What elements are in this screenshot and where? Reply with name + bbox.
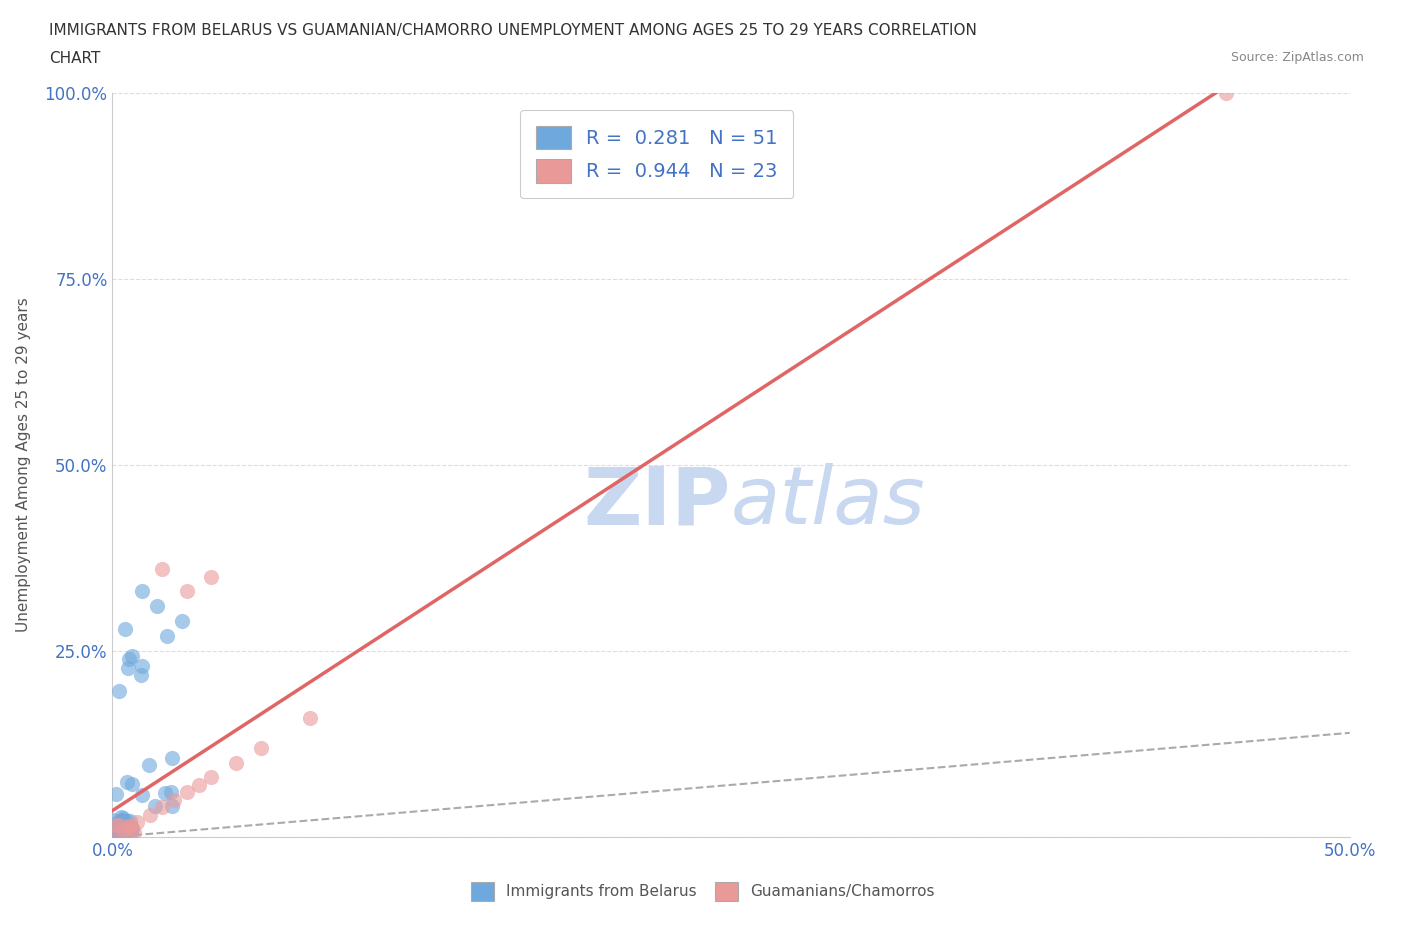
Point: [120, 818, 142, 833]
Y-axis label: Unemployment Among Ages 25 to 29 years: Unemployment Among Ages 25 to 29 years: [15, 298, 31, 632]
Point: [103, 829, 125, 844]
Point: [105, 816, 128, 830]
Point: [120, 820, 142, 835]
Point: [114, 822, 136, 837]
Point: [120, 826, 142, 841]
Point: [117, 814, 139, 829]
Point: [121, 821, 143, 836]
Point: [111, 823, 134, 838]
Point: [160, 751, 183, 765]
Point: [1215, 86, 1237, 100]
Legend: R =  0.281   N = 51, R =  0.944   N = 23: R = 0.281 N = 51, R = 0.944 N = 23: [520, 110, 793, 198]
Point: [112, 823, 135, 838]
Point: [150, 562, 173, 577]
Point: [114, 621, 136, 636]
Point: [118, 818, 141, 833]
Point: [103, 821, 125, 836]
Point: [101, 813, 124, 828]
Point: [112, 820, 135, 835]
Text: CHART: CHART: [49, 51, 101, 66]
Point: [121, 820, 143, 835]
Point: [188, 777, 211, 792]
Point: [120, 820, 142, 835]
Point: [105, 820, 128, 835]
Point: [115, 775, 138, 790]
Point: [108, 815, 131, 830]
Point: [104, 830, 127, 844]
Point: [105, 817, 128, 832]
Point: [117, 818, 139, 833]
Point: [108, 817, 131, 832]
Point: [121, 648, 143, 663]
Point: [138, 758, 160, 773]
Point: [117, 660, 139, 675]
Point: [107, 819, 129, 834]
Point: [111, 814, 134, 829]
Point: [176, 584, 198, 599]
Point: [131, 584, 153, 599]
Point: [103, 822, 125, 837]
Point: [112, 817, 135, 832]
Point: [176, 785, 198, 800]
Point: [170, 614, 193, 629]
Point: [115, 819, 138, 834]
Point: [153, 786, 176, 801]
Point: [160, 798, 183, 813]
Point: [146, 599, 169, 614]
Point: [122, 824, 145, 839]
Text: IMMIGRANTS FROM BELARUS VS GUAMANIAN/CHAMORRO UNEMPLOYMENT AMONG AGES 25 TO 29 Y: IMMIGRANTS FROM BELARUS VS GUAMANIAN/CHA…: [49, 23, 977, 38]
Point: [121, 777, 143, 791]
Point: [200, 770, 222, 785]
Point: [104, 787, 127, 802]
Legend: Immigrants from Belarus, Guamanians/Chamorros: Immigrants from Belarus, Guamanians/Cham…: [464, 874, 942, 909]
Point: [138, 807, 160, 822]
Point: [114, 817, 136, 832]
Text: atlas: atlas: [731, 463, 927, 541]
Point: [107, 817, 129, 831]
Point: [299, 711, 322, 725]
Point: [160, 784, 183, 799]
Point: [150, 800, 173, 815]
Point: [117, 822, 139, 837]
Point: [111, 813, 134, 828]
Point: [112, 811, 135, 826]
Point: [143, 799, 166, 814]
Text: ZIP: ZIP: [583, 463, 731, 541]
Point: [107, 684, 129, 698]
Point: [118, 652, 141, 667]
Point: [110, 809, 132, 824]
Point: [250, 740, 273, 755]
Point: [120, 814, 142, 829]
Text: Source: ZipAtlas.com: Source: ZipAtlas.com: [1230, 51, 1364, 64]
Point: [129, 668, 152, 683]
Point: [131, 787, 153, 802]
Point: [200, 569, 222, 584]
Point: [110, 821, 132, 836]
Point: [163, 792, 186, 807]
Point: [131, 658, 153, 673]
Point: [103, 825, 125, 840]
Point: [127, 815, 149, 830]
Point: [225, 755, 247, 770]
Point: [156, 629, 179, 644]
Point: [111, 828, 134, 843]
Point: [115, 819, 138, 834]
